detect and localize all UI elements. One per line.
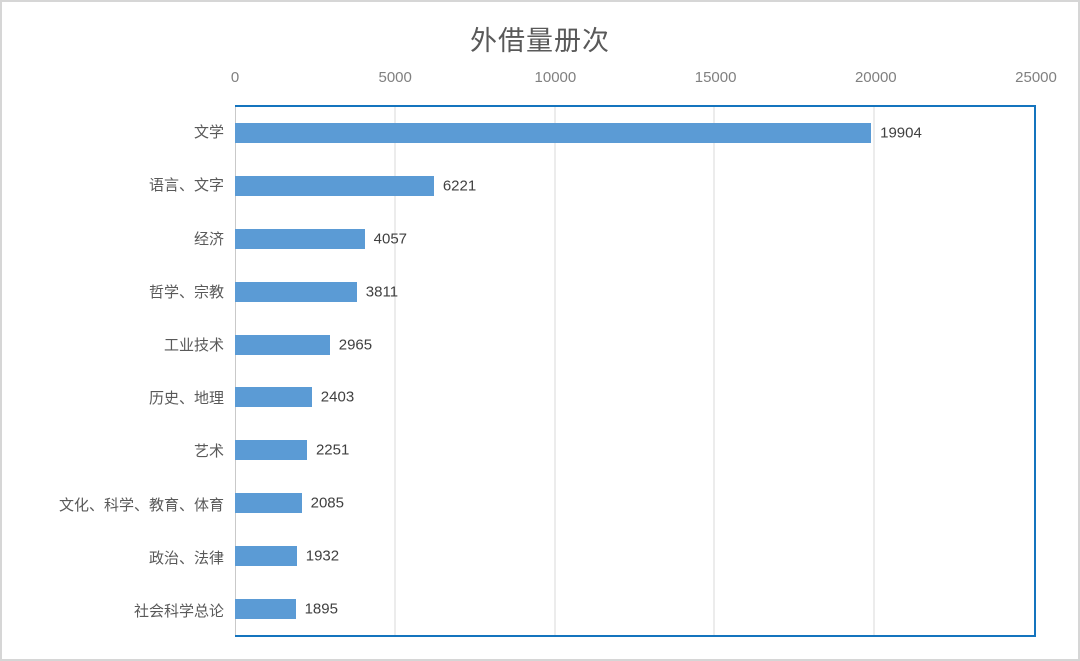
bar-row: 4057 (235, 213, 1034, 266)
category-row: 政治、法律 (2, 531, 224, 584)
x-axis-tick-label: 10000 (534, 69, 577, 86)
bar-rows: 19904 6221 4057 3811 2965 2403 2251 2085 1932 189… (235, 107, 1034, 635)
bar-value-label: 2965 (338, 336, 373, 354)
category-row: 语言、文字 (2, 158, 224, 211)
bar (235, 598, 296, 619)
bar-row: 2965 (235, 318, 1034, 371)
category-label: 语言、文字 (148, 177, 224, 195)
bar (235, 387, 312, 408)
bar-row: 2251 (235, 424, 1034, 477)
bar (235, 281, 357, 302)
bar (235, 440, 307, 461)
plot-area: 19904 6221 4057 3811 2965 2403 2251 2085 1932 189… (235, 105, 1036, 637)
bar-value-label: 2403 (320, 388, 355, 406)
x-axis-tick-label: 20000 (854, 69, 897, 86)
category-label: 社会科学总论 (133, 602, 224, 620)
x-axis-tick-label: 0 (230, 69, 240, 86)
category-label: 文学 (193, 124, 224, 142)
x-axis-tick-label: 5000 (378, 69, 412, 86)
bar-value-label: 19904 (880, 124, 922, 142)
category-label: 经济 (193, 230, 224, 248)
category-row: 哲学、宗教 (2, 265, 224, 318)
category-label: 政治、法律 (148, 549, 224, 567)
bar-row: 2403 (235, 371, 1034, 424)
x-axis-tick-labels: 0 5000 10000 15000 20000 25000 (231, 69, 1057, 87)
bar (235, 545, 297, 566)
category-label: 哲学、宗教 (148, 283, 224, 301)
category-row: 历史、地理 (2, 371, 224, 424)
bar-row: 1932 (235, 529, 1034, 582)
category-row: 工业技术 (2, 318, 224, 371)
bar (235, 492, 302, 513)
category-row: 文学 (2, 105, 224, 158)
bar-row: 3811 (235, 265, 1034, 318)
category-axis-labels: 文学语言、文字经济哲学、宗教工业技术历史、地理艺术文化、科学、教育、体育政治、法… (2, 105, 224, 637)
bar-value-label: 2251 (315, 441, 350, 459)
bar-value-label: 6221 (442, 177, 477, 195)
bar-row: 2085 (235, 477, 1034, 530)
gridline (873, 107, 875, 635)
bar (235, 334, 330, 355)
value-axis-zero-line (235, 107, 236, 635)
bar-value-label: 4057 (373, 230, 408, 248)
category-label: 历史、地理 (148, 390, 224, 408)
bar-row: 19904 (235, 107, 1034, 160)
bar (235, 176, 434, 197)
gridline (554, 107, 556, 635)
category-label: 工业技术 (163, 336, 224, 354)
bar-row: 1895 (235, 582, 1034, 635)
category-row: 艺术 (2, 424, 224, 477)
gridline (394, 107, 396, 635)
category-label: 文化、科学、教育、体育 (58, 496, 224, 514)
bar-value-label: 1932 (305, 547, 340, 565)
chart-title: 外借量册次 (470, 26, 610, 56)
bar-value-label: 3811 (365, 283, 399, 301)
x-axis-tick-label: 15000 (694, 69, 737, 86)
bar (235, 228, 365, 249)
category-label: 艺术 (193, 443, 224, 461)
bar-row: 6221 (235, 160, 1034, 213)
category-row: 社会科学总论 (2, 584, 224, 637)
gridline (713, 107, 715, 635)
category-row: 文化、科学、教育、体育 (2, 477, 224, 530)
x-axis-tick-label: 25000 (1015, 69, 1057, 86)
category-row: 经济 (2, 211, 224, 264)
bar-value-label: 2085 (310, 494, 344, 512)
bar-value-label: 1895 (304, 600, 338, 618)
bar (235, 123, 872, 144)
